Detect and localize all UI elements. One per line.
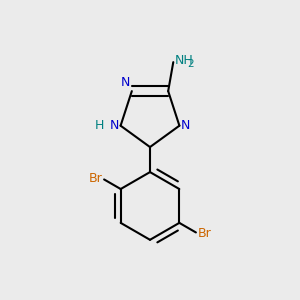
Text: 2: 2	[188, 59, 194, 70]
Text: N: N	[110, 119, 119, 132]
Text: N: N	[121, 76, 130, 89]
Text: N: N	[181, 119, 190, 132]
Text: H: H	[95, 119, 104, 132]
Text: Br: Br	[88, 172, 102, 185]
Text: Br: Br	[198, 227, 212, 240]
Text: NH: NH	[175, 54, 193, 67]
